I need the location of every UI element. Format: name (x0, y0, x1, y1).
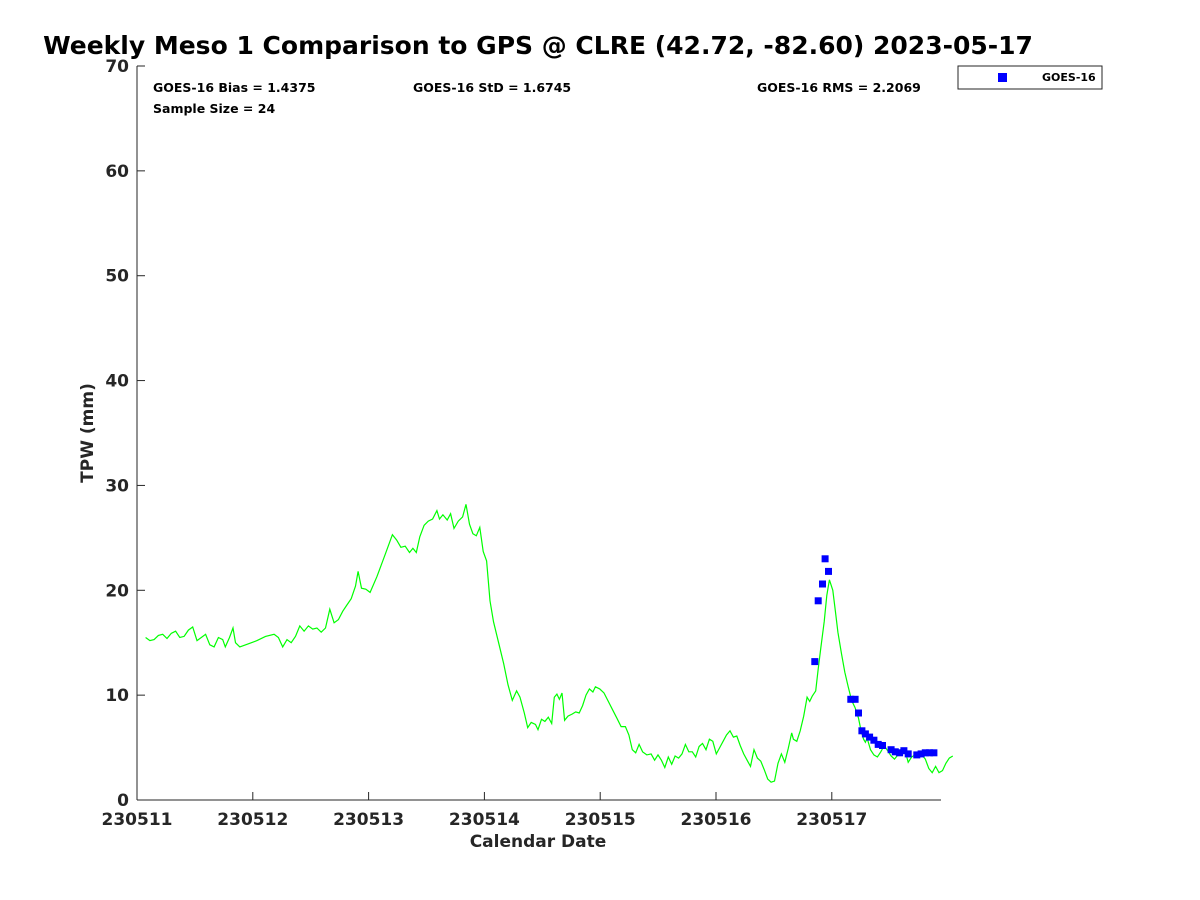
data-point-goes16 (825, 567, 832, 575)
x-tick-label: 230514 (449, 810, 520, 830)
data-point-goes16 (921, 749, 929, 757)
y-tick-label: 0 (117, 791, 129, 811)
data-point-goes16 (879, 742, 886, 749)
data-point-goes16 (887, 746, 895, 754)
data-point-goes16 (855, 709, 862, 717)
x-axis-label: Calendar Date (470, 832, 607, 852)
data-point-goes16 (851, 695, 859, 703)
series-line-gps (145, 504, 954, 783)
y-tick-label: 60 (105, 162, 129, 182)
data-point-goes16 (896, 749, 904, 757)
data-point-goes16 (811, 658, 819, 666)
chart-title: Weekly Meso 1 Comparison to GPS @ CLRE (… (43, 31, 1033, 60)
x-tick-label: 230511 (102, 810, 173, 830)
data-point-goes16 (891, 748, 899, 756)
y-tick-label: 20 (105, 581, 129, 601)
x-tick-label: 230517 (796, 810, 867, 830)
x-tick-label: 230512 (217, 810, 288, 830)
data-point-goes16 (904, 750, 912, 758)
y-tick-label: 30 (105, 476, 129, 496)
legend-marker-goes16 (998, 73, 1007, 82)
plot-area: 0 10 20 30 40 50 60 70 230511 230512 230513 230514… (102, 57, 954, 830)
data-point-goes16 (814, 597, 822, 605)
data-point-goes16 (847, 695, 855, 703)
series-layer (145, 504, 954, 783)
bias-stat: GOES-16 Bias = 1.4375 (153, 80, 315, 95)
data-point-goes16 (913, 751, 921, 759)
std-stat: GOES-16 StD = 1.6745 (413, 80, 571, 95)
x-tick-label: 230516 (681, 810, 752, 830)
y-tick-label: 70 (105, 57, 129, 77)
x-tick-label: 230513 (333, 810, 404, 830)
y-tick-label: 40 (105, 372, 129, 392)
data-point-goes16 (870, 736, 878, 744)
y-axis-label: TPW (mm) (78, 383, 98, 483)
data-point-goes16 (917, 750, 925, 758)
x-axis-ticks: 230511 230512 230513 230514 230515 230516 2305… (102, 792, 867, 830)
data-point-goes16 (926, 749, 934, 757)
data-point-goes16 (861, 730, 869, 738)
y-axis-ticks: 0 10 20 30 40 50 60 70 (105, 57, 145, 811)
y-tick-label: 10 (105, 686, 129, 706)
legend-box (957, 65, 1103, 90)
y-tick-label: 50 (105, 267, 129, 287)
data-point-goes16 (874, 740, 882, 748)
legend: GOES-16 (957, 65, 1103, 90)
data-point-goes16 (821, 555, 829, 563)
rms-stat: GOES-16 RMS = 2.2069 (757, 80, 921, 95)
sample-size-stat: Sample Size = 24 (153, 101, 275, 116)
data-point-goes16 (930, 749, 938, 757)
data-point-goes16 (819, 580, 826, 588)
data-point-goes16 (866, 733, 874, 741)
data-point-goes16 (900, 747, 908, 755)
x-tick-label: 230515 (565, 810, 636, 830)
legend-label-goes16: GOES-16 (1042, 71, 1096, 84)
